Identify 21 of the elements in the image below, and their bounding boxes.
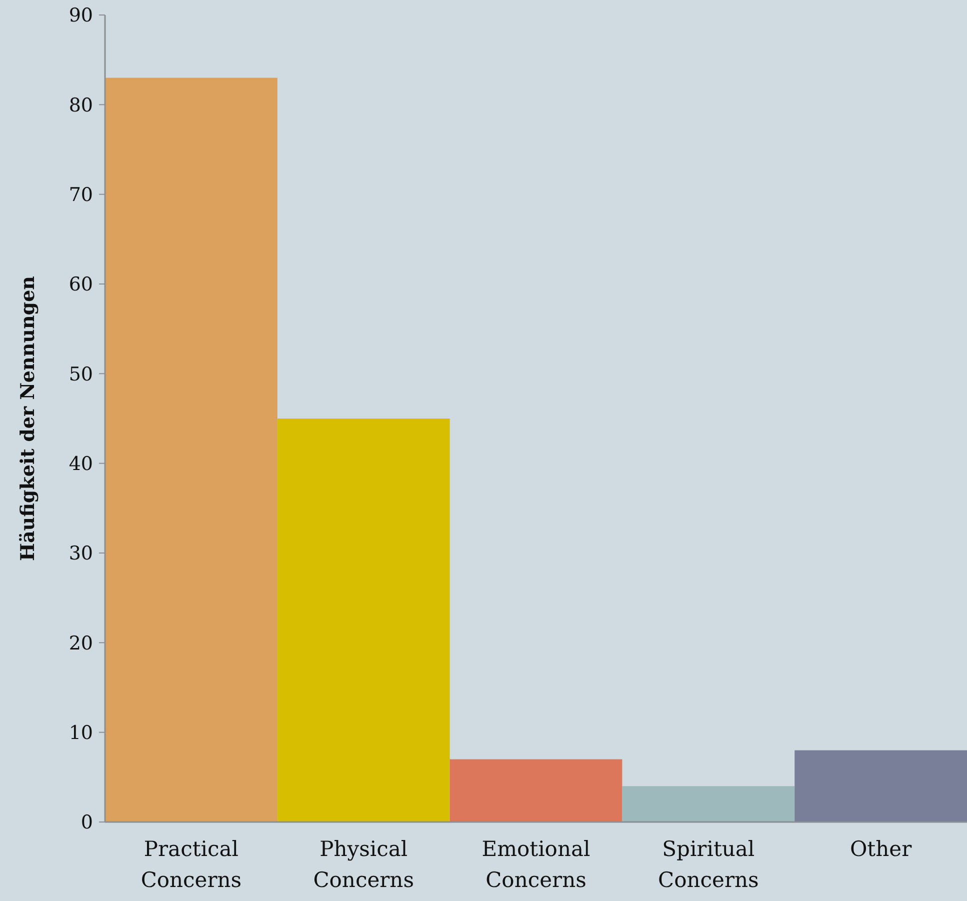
y-axis-title: Häufigkeit der Nennungen [17,276,39,561]
y-tick-label: 30 [68,542,93,565]
x-tick-label: Emotional Concerns [482,837,590,892]
bar [794,750,967,822]
bar [105,78,278,822]
y-tick-label: 10 [68,722,93,744]
x-tick-label: Other [850,837,913,861]
bar [277,418,450,822]
y-tick-label: 50 [68,363,93,386]
y-tick-label: 90 [68,4,93,27]
y-tick-label: 80 [68,94,93,116]
bar [622,786,795,822]
y-tick-label: 70 [68,184,93,206]
x-tick-label: Spiritual Concerns [658,837,759,892]
y-tick-label: 60 [68,274,93,296]
x-tick-label: Physical Concerns [313,837,414,892]
y-tick-label: 40 [68,452,93,475]
bar [450,759,622,822]
y-tick-label: 0 [80,812,93,834]
y-tick-label: 20 [68,632,93,654]
x-tick-label: Practical Concerns [140,837,242,892]
